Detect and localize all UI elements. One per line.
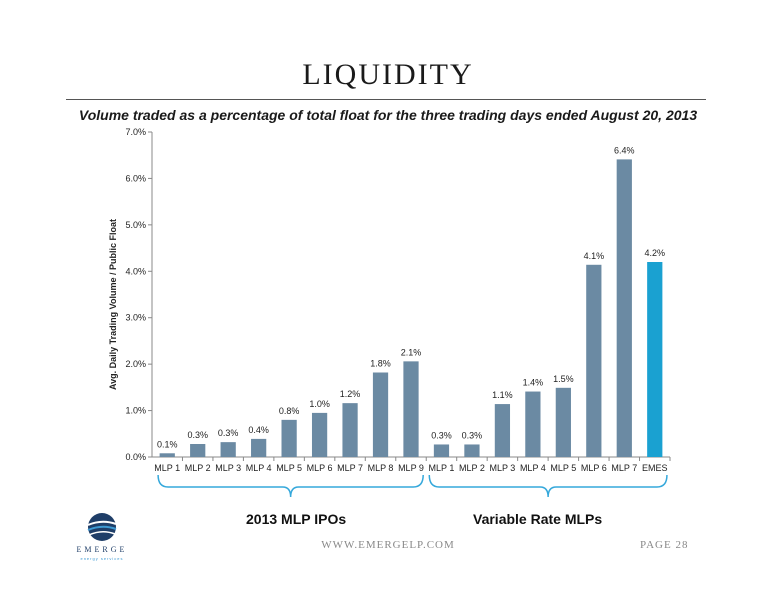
group-label-ipos: 2013 MLP IPOs <box>246 511 347 527</box>
x-tick-label: MLP 7 <box>611 463 637 473</box>
logo-wordmark: EMERGE <box>76 545 128 554</box>
x-tick-label: MLP 4 <box>520 463 546 473</box>
x-tick-label: MLP 1 <box>154 463 180 473</box>
x-tick-label: EMES <box>642 463 668 473</box>
bar <box>616 159 632 457</box>
title-divider <box>66 99 706 100</box>
logo-tagline: energy services <box>80 556 124 561</box>
y-tick-label: 6.0% <box>125 173 146 183</box>
data-label: 0.3% <box>462 430 483 440</box>
bar <box>403 361 419 457</box>
data-label: 6.4% <box>614 145 635 155</box>
x-tick-label: MLP 3 <box>489 463 515 473</box>
data-label: 0.4% <box>248 425 269 435</box>
bar <box>464 444 480 457</box>
x-tick-label: MLP 1 <box>429 463 455 473</box>
x-tick-label: MLP 6 <box>307 463 333 473</box>
bar <box>190 444 206 457</box>
chart-subtitle: Volume traded as a percentage of total f… <box>78 107 698 123</box>
data-label: 0.1% <box>157 439 178 449</box>
y-tick-label: 4.0% <box>125 266 146 276</box>
x-tick-label: MLP 8 <box>368 463 394 473</box>
bar <box>372 372 389 457</box>
data-label: 1.0% <box>309 399 330 409</box>
x-tick-label: MLP 5 <box>550 463 576 473</box>
bar <box>586 264 602 457</box>
y-tick-label: 7.0% <box>125 127 146 137</box>
brace-variable-rate <box>428 474 668 498</box>
y-axis-label: Avg. Daily Trading Volume / Public Float <box>108 219 118 390</box>
data-label: 1.1% <box>492 390 513 400</box>
x-tick-label: MLP 7 <box>337 463 363 473</box>
y-tick-label: 2.0% <box>125 359 146 369</box>
data-label: 1.8% <box>370 359 391 369</box>
y-tick-label: 3.0% <box>125 313 146 323</box>
data-label: 0.3% <box>218 428 239 438</box>
data-label: 1.2% <box>340 389 361 399</box>
bar <box>555 387 571 457</box>
x-tick-label: MLP 9 <box>398 463 424 473</box>
x-tick-label: MLP 3 <box>215 463 241 473</box>
bar <box>494 404 511 457</box>
x-tick-label: MLP 5 <box>276 463 302 473</box>
page-number: PAGE 28 <box>640 539 689 551</box>
bar <box>220 442 236 457</box>
x-tick-label: MLP 2 <box>459 463 485 473</box>
data-label: 0.3% <box>431 430 452 440</box>
x-tick-label: MLP 4 <box>246 463 272 473</box>
footer-url[interactable]: WWW.EMERGELP.COM <box>321 539 455 551</box>
brace-ipos <box>157 474 424 498</box>
data-label: 0.8% <box>279 406 300 416</box>
data-label: 1.5% <box>553 374 574 384</box>
bar <box>525 391 541 457</box>
x-tick-label: MLP 6 <box>581 463 607 473</box>
data-label: 0.3% <box>187 430 208 440</box>
x-tick-label: MLP 2 <box>185 463 211 473</box>
y-tick-label: 5.0% <box>125 220 146 230</box>
bar <box>342 403 358 457</box>
bar <box>311 412 328 457</box>
y-tick-label: 0.0% <box>125 452 146 462</box>
slide-title: LIQUIDITY <box>302 58 474 91</box>
bar <box>281 419 297 457</box>
bar <box>159 453 175 457</box>
data-label: 2.1% <box>401 347 422 357</box>
data-label: 4.1% <box>584 251 605 261</box>
bar <box>251 438 267 457</box>
bar <box>647 262 663 457</box>
y-tick-label: 1.0% <box>125 406 146 416</box>
group-label-variable-rate: Variable Rate MLPs <box>473 511 603 527</box>
data-label: 4.2% <box>645 248 666 258</box>
data-label: 1.4% <box>523 378 544 388</box>
emerge-logo-icon <box>87 513 117 541</box>
bar <box>433 444 450 457</box>
